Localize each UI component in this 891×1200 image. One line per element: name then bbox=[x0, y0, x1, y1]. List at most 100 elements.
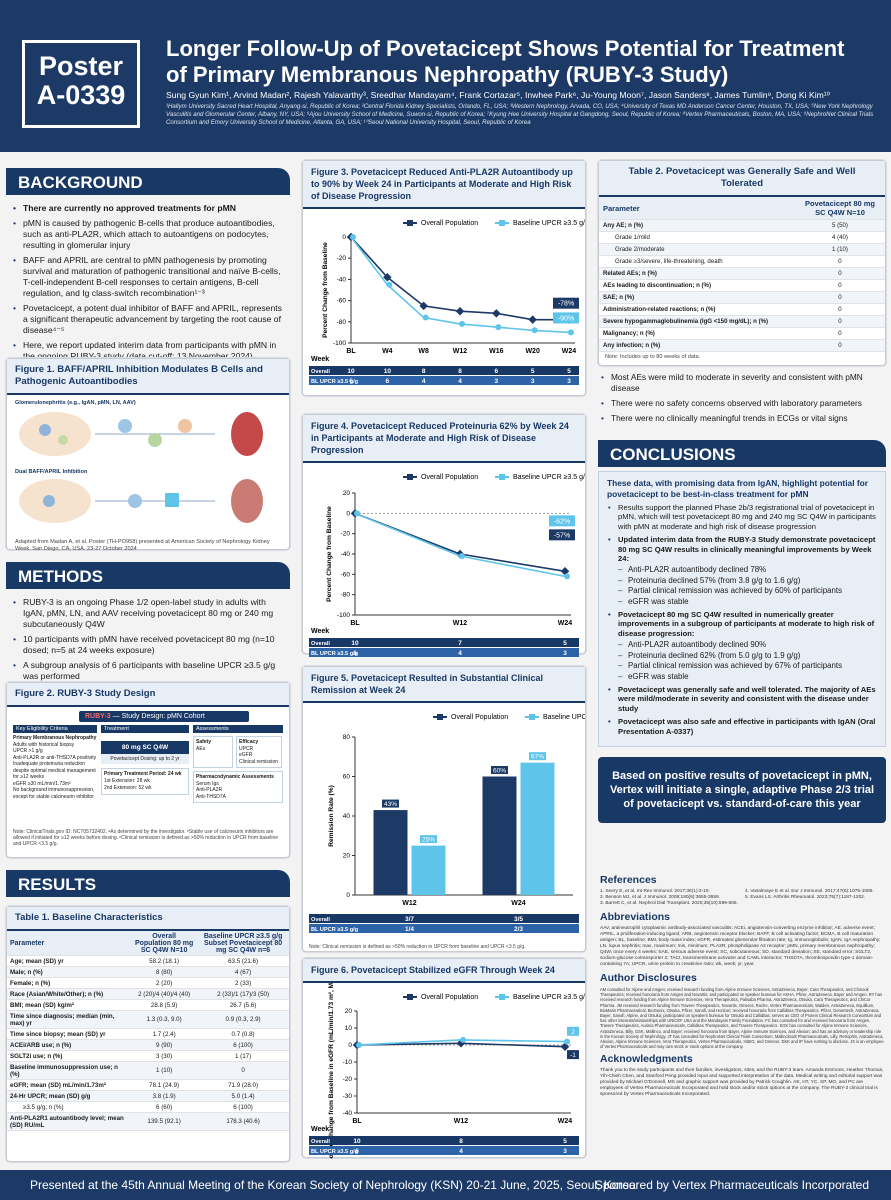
cell-value: 0 bbox=[795, 267, 885, 280]
legend-marker bbox=[407, 994, 413, 1000]
data-point bbox=[356, 1042, 362, 1048]
at-risk-row-label: BL UPCR ≥3.5 g/g bbox=[311, 927, 359, 933]
table-row: Grade 2/moderate 1 (10) bbox=[599, 243, 885, 256]
at-risk-row-label: Overall bbox=[311, 369, 330, 375]
legend-marker bbox=[407, 474, 413, 480]
at-risk-value: 3 bbox=[563, 650, 567, 657]
row-label: Grade ≥3/severe, life-threatening, death bbox=[599, 255, 795, 268]
figure2-title: Figure 2. RUBY-3 Study Design bbox=[7, 683, 289, 707]
cell-value: 5 (50) bbox=[795, 219, 885, 232]
week-label: Week bbox=[311, 356, 329, 363]
criteria-item: eGFR ≥30 mL/min/1.73m² bbox=[13, 780, 71, 787]
acknowledgments-text: Thank you to the study participants and … bbox=[600, 1068, 884, 1098]
y-tick-label: 20 bbox=[343, 853, 351, 860]
row-label: Male; n (%) bbox=[7, 966, 132, 978]
table-header: Parameter bbox=[599, 197, 795, 220]
at-risk-row-bg bbox=[309, 924, 579, 933]
x-tick-label: W12 bbox=[453, 620, 468, 627]
conclusion-sub-item: Proteinuria declined 57% (from 3.8 g/g t… bbox=[618, 576, 877, 586]
figure3-card: Figure 3. Povetacicept Reduced Anti-PLA2… bbox=[302, 160, 613, 396]
row-label: Female; n (%) bbox=[7, 977, 132, 989]
legend-label: Baseline UPCR ≥3.5 g/g Subset bbox=[513, 474, 585, 481]
table-row: ACEi/ARB use; n (%) 9 (90) 6 (100) bbox=[7, 1039, 289, 1051]
safety-bullet: Most AEs were mild to moderate in severi… bbox=[600, 372, 884, 394]
series-line bbox=[354, 512, 566, 573]
figure2-assessments: Assessments Safety AEs Efficacy UPCR eGF… bbox=[193, 725, 283, 803]
table-row: BMI; mean (SD) kg/m² 28.8 (5.9) 26.7 (5.6) bbox=[7, 999, 289, 1011]
table-row: eGFR; mean (SD) mL/min/1.73m² 78.1 (24.9)… bbox=[7, 1079, 289, 1091]
data-point bbox=[531, 327, 538, 334]
baseline-table-body: Age; mean (SD) yr 58.2 (18.1) 63.5 (21.6) M… bbox=[7, 955, 289, 1131]
legend-marker bbox=[437, 714, 443, 720]
y-axis-label: Percent Change from Baseline bbox=[326, 506, 333, 602]
cell-value: 0 bbox=[795, 327, 885, 340]
conclusion-sub-item: eGFR was stable bbox=[618, 597, 877, 607]
figure1-title: Figure 1. BAFF/APRIL Inhibition Modulate… bbox=[7, 359, 289, 395]
row-label: Grade 2/moderate bbox=[599, 243, 795, 256]
conclusion-text: Results support the planned Phase 2b/3 r… bbox=[618, 503, 876, 531]
conclusion-text: Povetacicept 80 mg SC Q4W resulted in nu… bbox=[618, 610, 875, 638]
figure2-criteria-list: Primary Membranous Nephropathy Adults wi… bbox=[13, 733, 97, 800]
at-risk-value: 4 bbox=[458, 378, 462, 385]
cell-value: 2 (20) bbox=[131, 977, 198, 989]
row-label: SGLT2i use; n (%) bbox=[7, 1050, 132, 1062]
table-row: Malignancy; n (%) 0 bbox=[599, 327, 885, 340]
row-label: Age; mean (SD) yr bbox=[7, 955, 132, 967]
figure2-col-head: Assessments bbox=[193, 725, 283, 733]
conclusion-text: Povetacicept was generally safe and well… bbox=[618, 684, 876, 713]
y-tick-label: -100 bbox=[337, 612, 350, 619]
at-risk-row-bg bbox=[309, 1136, 579, 1145]
disclosures-text: AM consulted for Alpine and Amgen; recei… bbox=[600, 987, 884, 1050]
legend-marker bbox=[499, 220, 505, 226]
safety-label: Safety bbox=[196, 739, 212, 745]
table1-title: Table 1. Baseline Characteristics bbox=[7, 907, 289, 931]
cell-value: 8 (80) bbox=[131, 966, 198, 978]
at-risk-value: 10 bbox=[347, 368, 355, 375]
badge-line1: Poster bbox=[38, 51, 124, 81]
figure6-title: Figure 6. Povetacicept Stabilized eGFR T… bbox=[303, 959, 585, 983]
at-risk-row-label: BL UPCR ≥3.5 g/g bbox=[311, 1149, 359, 1155]
legend-label: Baseline UPCR ≥3.5 g/g Subset bbox=[513, 220, 585, 227]
efficacy-item: Clinical remission bbox=[239, 758, 278, 765]
data-point bbox=[495, 324, 502, 331]
table-row: Related AEs; n (%) 0 bbox=[599, 267, 885, 280]
table-header: Povetacicept 80 mg SC Q4W N=10 bbox=[795, 197, 885, 220]
legend-marker bbox=[529, 714, 535, 720]
table1-card: Table 1. Baseline Characteristics Parame… bbox=[6, 906, 290, 1162]
y-tick-label: -40 bbox=[343, 1110, 353, 1117]
table-row: 24-Hr UPCR; mean (SD) g/g 3.8 (1.9) 5.0 (1… bbox=[7, 1090, 289, 1102]
conclusion-text: Povetacicept was also safe and effective… bbox=[618, 717, 876, 736]
cell-value: 5.0 (1.4) bbox=[197, 1090, 289, 1102]
table-row: Severe hypogammaglobulinemia (IgG <150 m… bbox=[599, 315, 885, 328]
conclusion-bullet: Povetacicept was generally safe and well… bbox=[607, 685, 877, 713]
figure5-title: Figure 5. Povetacicept Resulted in Subst… bbox=[303, 667, 585, 703]
data-label: 25% bbox=[422, 837, 435, 844]
table-row: Administration-related reactions; n (%) 0 bbox=[599, 303, 885, 316]
table-row: Time since biopsy; mean (SD) yr 1.7 (2.4)… bbox=[7, 1028, 289, 1040]
figure1-label-bottom: Dual BAFF/APRIL Inhibition bbox=[15, 469, 88, 475]
series-line bbox=[354, 512, 566, 578]
table-row: Male; n (%) 8 (80) 4 (67) bbox=[7, 966, 289, 978]
data-point bbox=[460, 1036, 466, 1043]
safety-bullet-text: Most AEs were mild to moderate in severi… bbox=[611, 372, 863, 393]
methods-bullet-text: 10 participants with pMN have received p… bbox=[23, 634, 275, 655]
legend-marker bbox=[499, 474, 505, 480]
pk-item: Anti-THSD7A bbox=[196, 793, 227, 800]
figure2-dose-sub: Povetacicept Dosing: up to 2 yr bbox=[101, 754, 189, 764]
cell-value: 63.5 (21.6) bbox=[197, 955, 289, 967]
bar bbox=[411, 845, 446, 895]
methods-bullet-2: 10 participants with pMN have received p… bbox=[12, 634, 284, 656]
table2-title: Table 2. Povetacicept was Generally Safe… bbox=[599, 161, 885, 197]
at-risk-value: 6 bbox=[353, 650, 357, 657]
figure3-title: Figure 3. Povetacicept Reduced Anti-PLA2… bbox=[303, 161, 585, 209]
table2-card: Table 2. Povetacicept was Generally Safe… bbox=[598, 160, 886, 366]
table-row: Anti-PLA2R1 autoantibody level; mean (SD… bbox=[7, 1112, 289, 1131]
cell-value: 28.8 (5.9) bbox=[131, 999, 198, 1011]
cell-value: 78.1 (24.9) bbox=[131, 1079, 198, 1091]
data-point bbox=[350, 234, 356, 240]
week-label: Week bbox=[311, 1126, 329, 1133]
figure2-dose: 80 mg SC Q4W bbox=[101, 741, 189, 754]
safety-bullets-section: Most AEs were mild to moderate in severi… bbox=[600, 372, 884, 428]
y-tick-label: 20 bbox=[345, 1008, 353, 1015]
conclusion-sublist: Anti-PLA2R autoantibody declined 78% Pro… bbox=[618, 565, 877, 606]
